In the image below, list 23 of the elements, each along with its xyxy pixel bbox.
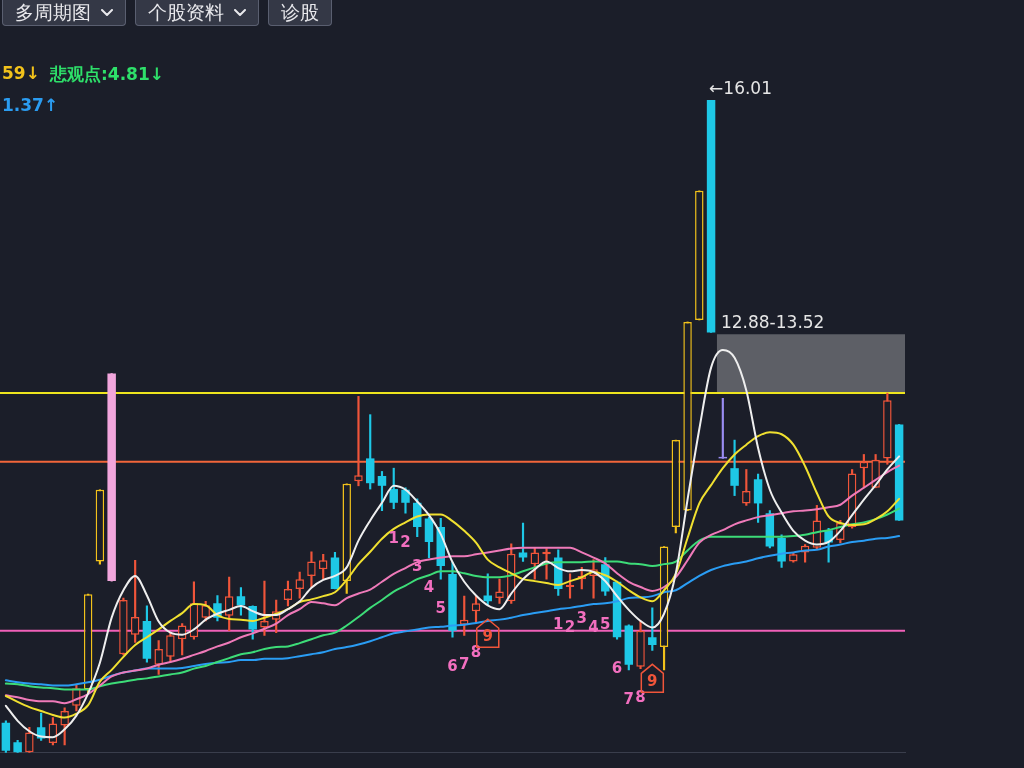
text: 1 [553, 615, 564, 634]
candlestick [495, 578, 504, 604]
text: 1 [388, 528, 399, 547]
text: 5 [435, 599, 446, 618]
text: 4 [423, 577, 435, 596]
text: 2 [400, 533, 411, 552]
text: 悲观点:4.81↓ [50, 63, 164, 86]
text: ←16.01 [709, 77, 772, 98]
text: 6 [447, 657, 458, 676]
text: 7 [459, 655, 470, 674]
text: 5 [600, 615, 611, 634]
band-label: 12.88-13.52 [720, 312, 825, 333]
text: 59↓ [2, 63, 40, 83]
text: 9 [647, 672, 658, 691]
text: 9 [482, 627, 493, 646]
dropdown-button: 个股资料 [135, 0, 259, 26]
text: 7 [623, 689, 635, 708]
text: 6 [611, 659, 623, 678]
text: 3 [576, 608, 587, 627]
button: 诊股 [268, 0, 332, 26]
annotation: 1.37↑ [2, 95, 59, 115]
candlestick [354, 396, 363, 487]
dropdown-button: 多周期图 [2, 0, 126, 26]
